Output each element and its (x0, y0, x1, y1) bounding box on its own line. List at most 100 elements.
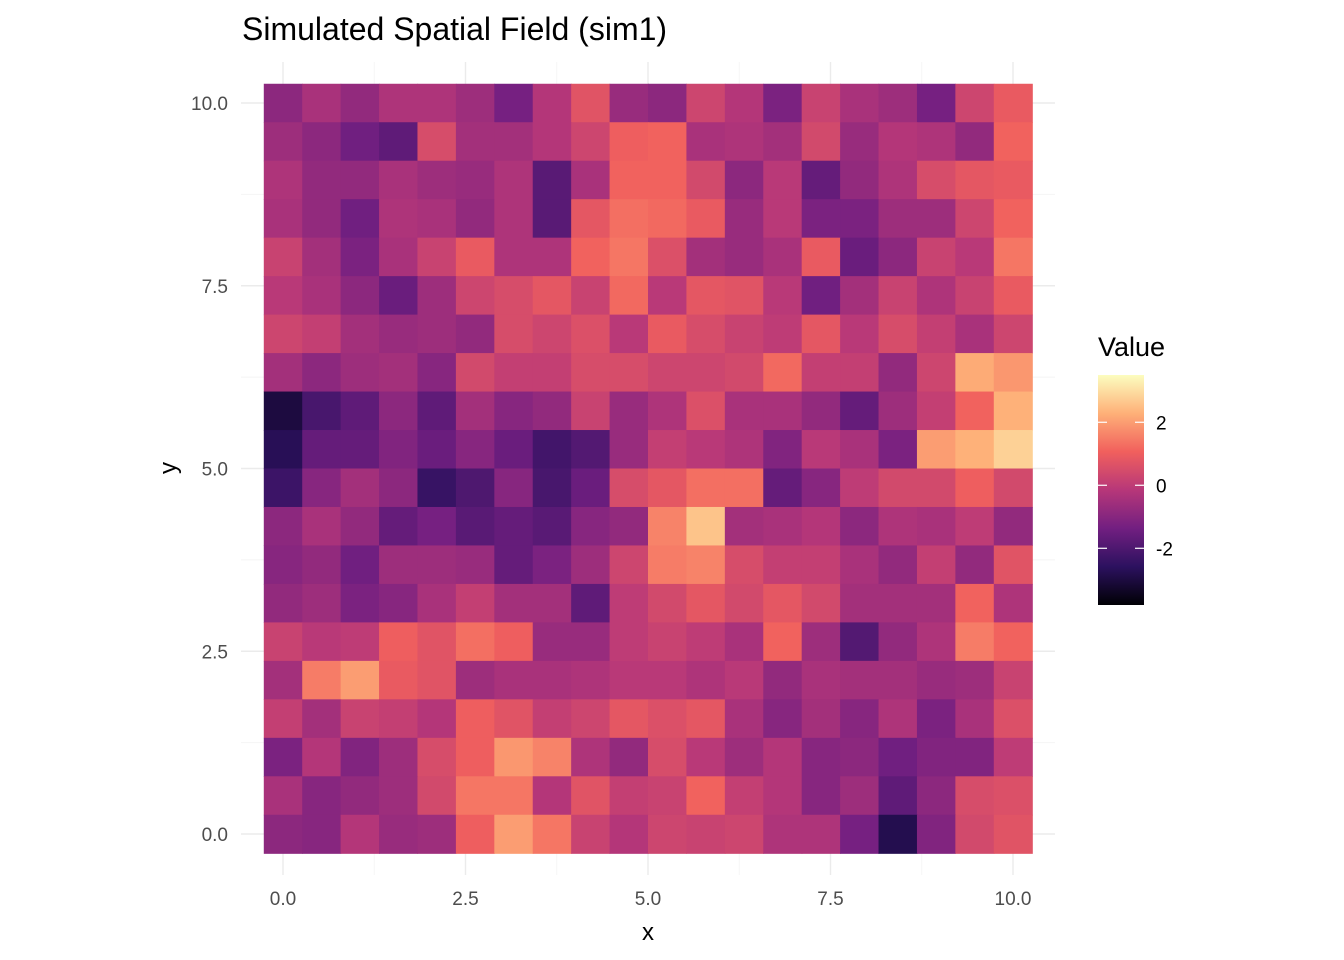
heatmap-cell (801, 83, 841, 123)
heatmap-cell (571, 237, 611, 277)
heatmap-cell (494, 314, 534, 354)
heatmap-cell (878, 583, 918, 623)
legend-title: Value (1098, 332, 1165, 362)
heatmap-cell (724, 468, 764, 508)
heatmap-cell (648, 776, 688, 816)
heatmap-cell (801, 776, 841, 816)
heatmap-cell (916, 622, 956, 662)
heatmap-cell (340, 814, 380, 854)
heatmap-cell (648, 660, 688, 700)
heatmap-cell (379, 699, 419, 739)
heatmap-cell (648, 199, 688, 239)
heatmap-cell (648, 276, 688, 316)
heatmap-cell (532, 276, 572, 316)
heatmap-cell (648, 468, 688, 508)
heatmap-cell (417, 468, 457, 508)
heatmap-cell (379, 122, 419, 162)
heatmap-cell (840, 699, 880, 739)
heatmap-cell (494, 622, 534, 662)
heatmap-cell (763, 391, 803, 431)
heatmap-cell (724, 353, 764, 393)
y-tick-label: 10.0 (191, 94, 228, 115)
heatmap-cell (379, 776, 419, 816)
color-legend: Value 2 0 -2 (1098, 332, 1173, 605)
heatmap-cell (494, 83, 534, 123)
heatmap-cell (302, 583, 342, 623)
heatmap-cell (724, 122, 764, 162)
legend-tick-label: 0 (1156, 476, 1167, 497)
heatmap-cell (686, 622, 726, 662)
heatmap-cell (724, 660, 764, 700)
heatmap-cell (801, 622, 841, 662)
heatmap-cell (724, 776, 764, 816)
heatmap-cell (455, 583, 495, 623)
heatmap-cell (455, 814, 495, 854)
heatmap-cell (532, 353, 572, 393)
heatmap-cell (417, 353, 457, 393)
legend-colorbar (1098, 375, 1144, 605)
heatmap-cell (686, 83, 726, 123)
heatmap-cell (340, 622, 380, 662)
heatmap-cell (993, 699, 1033, 739)
heatmap-cell (724, 314, 764, 354)
heatmap-cell (302, 776, 342, 816)
heatmap-cell (571, 776, 611, 816)
heatmap-cell (571, 699, 611, 739)
heatmap-cell (801, 160, 841, 200)
heatmap-cell (993, 814, 1033, 854)
heatmap-cell (379, 237, 419, 277)
heatmap-cell (532, 468, 572, 508)
heatmap-cell (878, 545, 918, 585)
heatmap-cell (878, 276, 918, 316)
heatmap-cell (955, 699, 995, 739)
heatmap-cell (724, 199, 764, 239)
heatmap-cell (532, 583, 572, 623)
heatmap-cell (340, 468, 380, 508)
heatmap-cell (532, 545, 572, 585)
heatmap-cell (532, 160, 572, 200)
heatmap-cell (340, 160, 380, 200)
y-tick-label: 7.5 (202, 277, 228, 298)
heatmap-cell (686, 699, 726, 739)
heatmap-cell (686, 160, 726, 200)
heatmap-cell (916, 737, 956, 777)
heatmap-cell (609, 314, 649, 354)
heatmap-cell (686, 199, 726, 239)
heatmap-cell (455, 622, 495, 662)
heatmap-cell (455, 506, 495, 547)
heatmap-cell (648, 160, 688, 200)
heatmap-cell (686, 660, 726, 700)
heatmap-cell (648, 391, 688, 431)
heatmap-cell (724, 506, 764, 547)
heatmap-cell (417, 506, 457, 547)
heatmap-cell (455, 391, 495, 431)
heatmap-cell (840, 276, 880, 316)
heatmap-cell (955, 583, 995, 623)
heatmap-cell (993, 391, 1033, 431)
heatmap-cell (955, 468, 995, 508)
heatmap-cell (417, 276, 457, 316)
heatmap-cell (840, 199, 880, 239)
heatmap-cell (878, 622, 918, 662)
heatmap-cell (724, 83, 764, 123)
heatmap-cell (494, 391, 534, 431)
heatmap-cell (840, 430, 880, 470)
heatmap-cell (916, 122, 956, 162)
heatmap-cell (417, 622, 457, 662)
heatmap-cell (724, 237, 764, 277)
heatmap-cell (993, 660, 1033, 700)
heatmap-cell (878, 122, 918, 162)
heatmap-cell (840, 391, 880, 431)
heatmap-cell (532, 122, 572, 162)
heatmap-cell (263, 622, 303, 662)
heatmap-cell (302, 237, 342, 277)
heatmap-cell (686, 814, 726, 854)
heatmap-cell (494, 160, 534, 200)
heatmap-cell (455, 699, 495, 739)
heatmap-cell (840, 737, 880, 777)
heatmap-cell (878, 430, 918, 470)
heatmap-cell (763, 699, 803, 739)
heatmap-cell (532, 391, 572, 431)
heatmap-cell (340, 276, 380, 316)
heatmap-cell (840, 83, 880, 123)
